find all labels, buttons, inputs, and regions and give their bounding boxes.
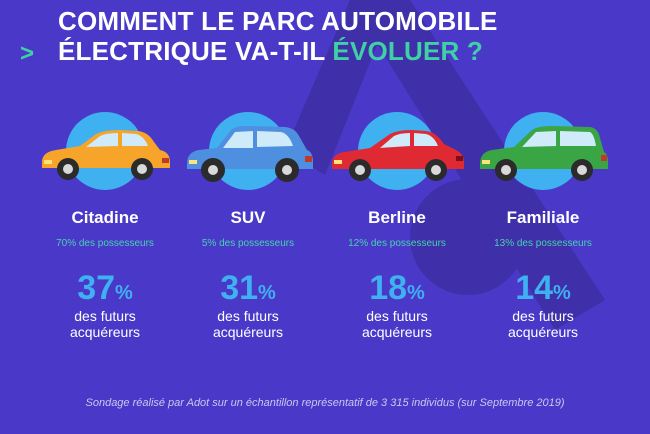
- future-line-1: des futurs: [74, 308, 136, 324]
- percent-symbol: %: [407, 282, 425, 304]
- column-berline: Berline 12% des possesseurs 18% des futu…: [322, 112, 472, 340]
- future-percent: 18%: [322, 270, 472, 306]
- future-buyers-label: des futurs acquéreurs: [468, 308, 618, 340]
- future-line-1: des futurs: [366, 308, 428, 324]
- column-suv: SUV 5% des possesseurs 31% des futurs acq…: [173, 112, 323, 340]
- category-label: SUV: [230, 208, 266, 227]
- future-line-2: acquéreurs: [507, 324, 579, 340]
- owners-share: 12% des possesseurs: [348, 238, 446, 249]
- category-label: Citadine: [71, 208, 139, 227]
- owners-share: 13% des possesseurs: [494, 238, 592, 249]
- future-percent-value: 14: [515, 269, 554, 307]
- future-line-2: acquéreurs: [361, 324, 433, 340]
- future-percent: 37%: [30, 270, 180, 306]
- future-buyers-label: des futurs acquéreurs: [30, 308, 180, 340]
- future-line-1: des futurs: [512, 308, 574, 324]
- future-line-2: acquéreurs: [212, 324, 284, 340]
- future-line-2: acquéreurs: [69, 324, 141, 340]
- owners-share: 70% des possesseurs: [56, 238, 154, 249]
- title-line-2: ÉLECTRIQUE VA-T-IL: [58, 36, 333, 66]
- future-buyers-label: des futurs acquéreurs: [173, 308, 323, 340]
- citadine-car-icon: [42, 130, 170, 180]
- car-circle: [42, 112, 170, 190]
- percent-symbol: %: [553, 282, 571, 304]
- column-citadine: Citadine 70% des possesseurs 37% des fut…: [30, 112, 180, 340]
- future-percent: 14%: [468, 270, 618, 306]
- category-label: Berline: [368, 208, 426, 227]
- owners-share: 5% des possesseurs: [201, 238, 295, 249]
- category-label: Familiale: [506, 208, 580, 227]
- future-percent: 31%: [173, 270, 323, 306]
- title-line-1: COMMENT LE PARC AUTOMOBILE: [58, 6, 498, 36]
- future-line-1: des futurs: [217, 308, 279, 324]
- suv-car-icon: [187, 126, 313, 182]
- future-percent-value: 18: [369, 269, 408, 307]
- berline-car-icon: [332, 130, 464, 181]
- title-accent: ÉVOLUER ?: [332, 36, 483, 66]
- future-percent-value: 31: [220, 269, 259, 307]
- percent-symbol: %: [258, 282, 276, 304]
- future-percent-value: 37: [77, 269, 116, 307]
- column-familiale: Familiale 13% des possesseurs 14% des fu…: [468, 112, 618, 340]
- page-title: COMMENT LE PARC AUTOMOBILE ÉLECTRIQUE VA…: [58, 6, 497, 66]
- familiale-car-icon: [480, 126, 608, 181]
- car-circle: [187, 112, 313, 190]
- future-buyers-label: des futurs acquéreurs: [322, 308, 472, 340]
- footnote: Sondage réalisé par Adot sur un échantil…: [85, 397, 565, 409]
- car-circle: [332, 112, 464, 190]
- title-arrow-icon: >: [20, 40, 35, 67]
- car-circle: [480, 112, 608, 190]
- percent-symbol: %: [115, 282, 133, 304]
